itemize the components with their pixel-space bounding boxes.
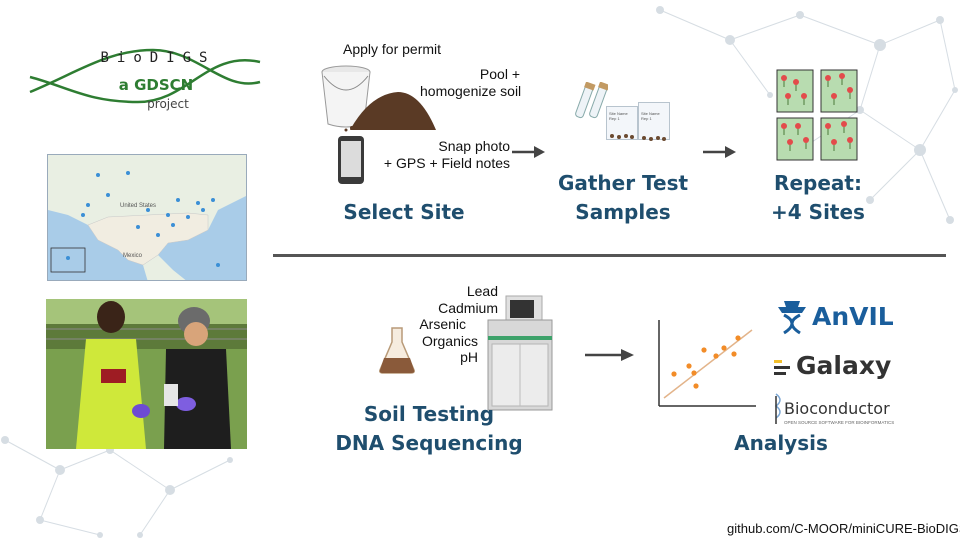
logo-partner: a GDSCN — [118, 76, 194, 94]
arrow-right-icon — [512, 146, 545, 158]
anvil-wordmark: AnVIL — [812, 302, 894, 331]
galaxy-wordmark: Galaxy — [796, 351, 892, 380]
site-plots-icon — [776, 69, 858, 161]
note-pool-line1: Pool + — [479, 66, 520, 82]
bioconductor-helix-icon — [774, 393, 781, 424]
step-analysis: Analysis — [734, 431, 828, 455]
sample-bag-1-label: Site Name Rep 1 — [609, 111, 628, 121]
note-photo-line2: + GPS + Field notes — [383, 154, 510, 171]
anvil-dna-icon — [778, 301, 806, 335]
arrow-right-icon — [585, 349, 634, 361]
step-gather-samples: Gather Test Samples — [548, 169, 698, 227]
note-pool-line2: homogenize soil — [420, 82, 522, 99]
biodigs-logo: BioDIGS a GDSCN project — [28, 42, 262, 122]
step-soil-testing: Soil Testing DNA Sequencing — [330, 400, 528, 458]
anvil-logo: AnVIL — [772, 297, 896, 337]
bioconductor-logo: Bioconductor OPEN SOURCE SOFTWARE FOR BI… — [774, 392, 898, 428]
test-cadmium: Cadmium — [438, 299, 498, 316]
phone-icon — [338, 136, 364, 184]
sequencer-machine-icon — [487, 295, 553, 411]
analysis-scatter-plot-icon — [658, 320, 756, 407]
test-organics: Organics — [421, 332, 478, 349]
network-decoration-top-right — [656, 6, 958, 224]
step-soil-testing-line1: Soil Testing — [363, 402, 495, 426]
map-label-mexico: Mexico — [123, 253, 143, 259]
note-pool-homogenize: Pool + homogenize soil — [420, 66, 522, 99]
test-ph: pH — [460, 349, 478, 365]
bioconductor-wordmark: Bioconductor — [784, 399, 890, 418]
note-photo-gps: Snap photo + GPS + Field notes — [372, 138, 510, 171]
sample-bag-2: Site Name Rep 1 — [638, 102, 670, 141]
logo-wordmark: BioDIGS — [100, 50, 216, 66]
step-soil-testing-line2: DNA Sequencing — [335, 431, 523, 455]
sample-bag-1: Site Name Rep 1 — [606, 106, 638, 140]
dna-helix-logo-icon — [29, 48, 261, 104]
map-label-us: United States — [120, 203, 157, 209]
step-repeat-sites: Repeat: +4 Sites — [748, 169, 888, 227]
flask-icon — [379, 327, 415, 374]
arrow-right-icon — [703, 146, 736, 158]
soil-tests-list: Lead Cadmium Arsenic Organics pH — [398, 283, 498, 366]
network-decoration-bottom-left — [1, 436, 233, 538]
step-gather-line2: Samples — [575, 200, 671, 224]
sample-tubes-icon — [575, 82, 608, 119]
north-america-map-icon — [48, 155, 246, 280]
step-repeat-line1: Repeat: — [774, 171, 862, 195]
galaxy-logo: Galaxy — [772, 351, 896, 385]
field-sampling-photo — [46, 299, 247, 449]
step-gather-line1: Gather Test — [557, 171, 689, 195]
students-sampling-soil-image — [46, 299, 247, 449]
sample-bag-2-label: Site Name Rep 1 — [641, 111, 660, 121]
site-plots-grid — [776, 69, 858, 161]
site-map: United States Mexico — [47, 154, 247, 281]
logo-suffix: project — [147, 97, 189, 111]
note-apply-permit: Apply for permit — [343, 41, 442, 57]
galaxy-bars-icon — [774, 360, 790, 375]
section-divider — [273, 254, 946, 257]
footer-repo-link[interactable]: github.com/C-MOOR/miniCURE-BioDIGS — [727, 521, 960, 536]
bioconductor-tagline: OPEN SOURCE SOFTWARE FOR BIOINFORMATICS — [784, 420, 895, 425]
test-arsenic: Arsenic — [419, 316, 466, 332]
step-repeat-line2: +4 Sites — [771, 200, 865, 224]
soil-pile-icon — [344, 92, 436, 132]
test-lead: Lead — [466, 283, 498, 299]
note-photo-line1: Snap photo — [438, 138, 510, 154]
step-select-site: Select Site — [343, 200, 465, 224]
